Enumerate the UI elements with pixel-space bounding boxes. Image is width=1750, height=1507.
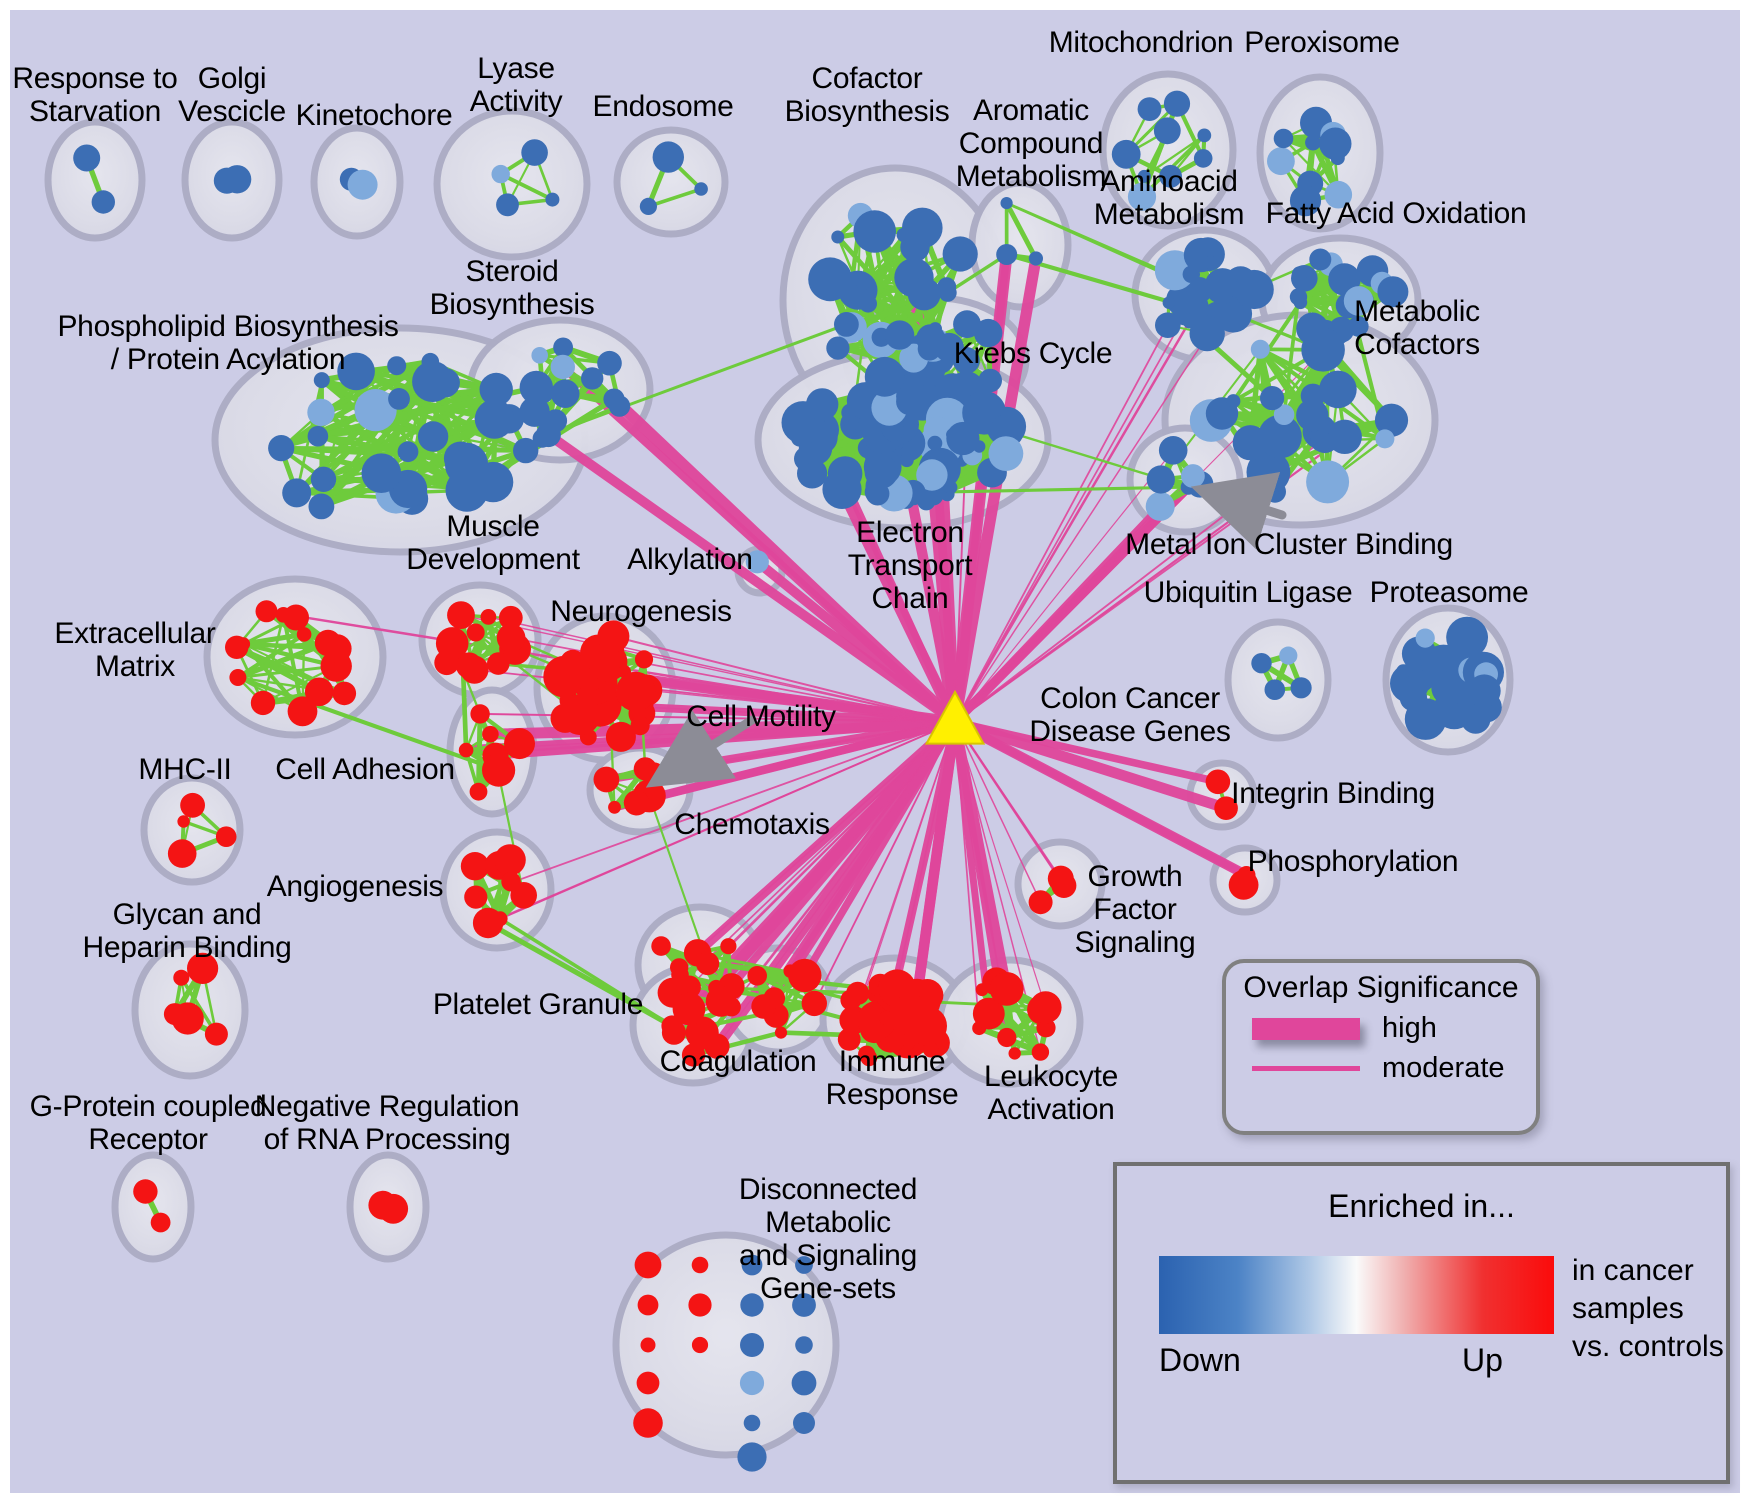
cluster-label-coagulation: Coagulation bbox=[659, 1045, 817, 1078]
cluster-label-growth-factor-signaling: Growth Factor Signaling bbox=[1074, 860, 1196, 959]
cluster-label-muscle-development: Muscle Development bbox=[406, 510, 580, 576]
cluster-label-ubiquitin-ligase: Ubiquitin Ligase bbox=[1143, 576, 1353, 609]
cluster-label-fatty-acid-oxidation: Fatty Acid Oxidation bbox=[1265, 197, 1527, 230]
cluster-label-glycan-and-heparin-binding: Glycan and Heparin Binding bbox=[82, 898, 292, 964]
cluster-label-disconnected-metabolic-and-signaling-gene-sets: Disconnected Metabolic and Signaling Gen… bbox=[738, 1173, 918, 1305]
cluster-label-negative-regulation-of-rna-processing: Negative Regulation of RNA Processing bbox=[254, 1090, 520, 1156]
cluster-label-mhc-ii: MHC-II bbox=[138, 753, 232, 786]
cluster-label-leukocyte-activation: Leukocyte Activation bbox=[983, 1060, 1119, 1126]
cluster-label-cell-motility: Cell Motility bbox=[686, 700, 836, 733]
cluster-label-krebs-cycle: Krebs Cycle bbox=[953, 337, 1113, 370]
cluster-label-integrin-binding: Integrin Binding bbox=[1231, 777, 1435, 810]
cluster-label-metabolic-cofactors: Metabolic Cofactors bbox=[1354, 295, 1480, 361]
cluster-label-g-protein-coupled-receptor: G-Protein coupled Receptor bbox=[29, 1090, 267, 1156]
geneset-nodes bbox=[73, 90, 1504, 1472]
cluster-label-angiogenesis: Angiogenesis bbox=[266, 870, 444, 903]
cluster-label-response-to-starvation: Response to Starvation bbox=[12, 62, 178, 128]
cluster-label-endosome: Endosome bbox=[592, 90, 734, 123]
cluster-label-golgi-vescicle: Golgi Vescicle bbox=[178, 62, 286, 128]
hub-node-colon-cancer-disease-genes[interactable] bbox=[924, 689, 986, 745]
cluster-label-aromatic-compound-metabolism: Aromatic Compound Metabolism bbox=[955, 94, 1107, 193]
cluster-label-neurogenesis: Neurogenesis bbox=[550, 595, 732, 628]
cluster-label-immune-response: Immune Response bbox=[825, 1045, 959, 1111]
cluster-label-peroxisome: Peroxisome bbox=[1244, 26, 1400, 59]
cluster-label-metal-ion-cluster-binding: Metal Ion Cluster Binding bbox=[1125, 528, 1453, 561]
annotation-arrows bbox=[645, 472, 1287, 788]
hub-label-colon-cancer-disease-genes: Colon Cancer Disease Genes bbox=[1029, 682, 1231, 748]
legend-overlap-significance: Overlap Significance high moderate bbox=[1222, 959, 1540, 1135]
legend-enriched-caption: in cancer samples vs. controls bbox=[1572, 1254, 1724, 1363]
cluster-label-platelet-granule: Platelet Granule bbox=[432, 988, 644, 1021]
cluster-label-steroid-biosynthesis: Steroid Biosynthesis bbox=[429, 255, 595, 321]
cluster-label-alkylation: Alkylation bbox=[627, 543, 753, 576]
cluster-label-cofactor-biosynthesis: Cofactor Biosynthesis bbox=[784, 62, 950, 128]
cluster-label-kinetochore: Kinetochore bbox=[295, 99, 453, 132]
legend-overlap-title: Overlap Significance bbox=[1243, 971, 1519, 1004]
legend-high-label: high bbox=[1382, 1012, 1437, 1044]
cluster-label-chemotaxis: Chemotaxis bbox=[674, 808, 830, 841]
legend-high-swatch bbox=[1252, 1017, 1360, 1040]
legend-colorbar-wrap bbox=[1159, 1256, 1554, 1334]
legend-colorbar bbox=[1159, 1256, 1554, 1334]
cluster-label-lyase-activity: Lyase Activity bbox=[469, 52, 563, 118]
legend-overlap-moderate-row: moderate bbox=[1226, 1052, 1536, 1085]
cluster-label-phosphorylation: Phosphorylation bbox=[1247, 845, 1459, 878]
cluster-label-phospholipid-biosynthesis-protein-acylation: Phospholipid Biosynthesis / Protein Acyl… bbox=[57, 310, 399, 376]
cluster-label-aminoacid-metabolism: Aminoacid Metabolism bbox=[1093, 165, 1245, 231]
cluster-label-mitochondrion: Mitochondrion bbox=[1048, 26, 1234, 59]
legend-down-label: Down bbox=[1159, 1342, 1241, 1378]
cluster-label-cell-adhesion: Cell Adhesion bbox=[275, 753, 455, 786]
legend-enriched-in: Enriched in... Down Up in cancer samples… bbox=[1113, 1162, 1730, 1484]
legend-overlap-high-row: high bbox=[1226, 1012, 1536, 1045]
cluster-label-electron-transport-chain: Electron Transport Chain bbox=[847, 516, 973, 615]
legend-up-label: Up bbox=[1462, 1342, 1503, 1378]
legend-moderate-swatch bbox=[1252, 1066, 1360, 1071]
cluster-label-proteasome: Proteasome bbox=[1369, 576, 1529, 609]
legend-moderate-label: moderate bbox=[1382, 1052, 1505, 1084]
cluster-label-extracellular-matrix: Extracellular Matrix bbox=[54, 617, 216, 683]
legend-enriched-title: Enriched in... bbox=[1328, 1188, 1515, 1224]
